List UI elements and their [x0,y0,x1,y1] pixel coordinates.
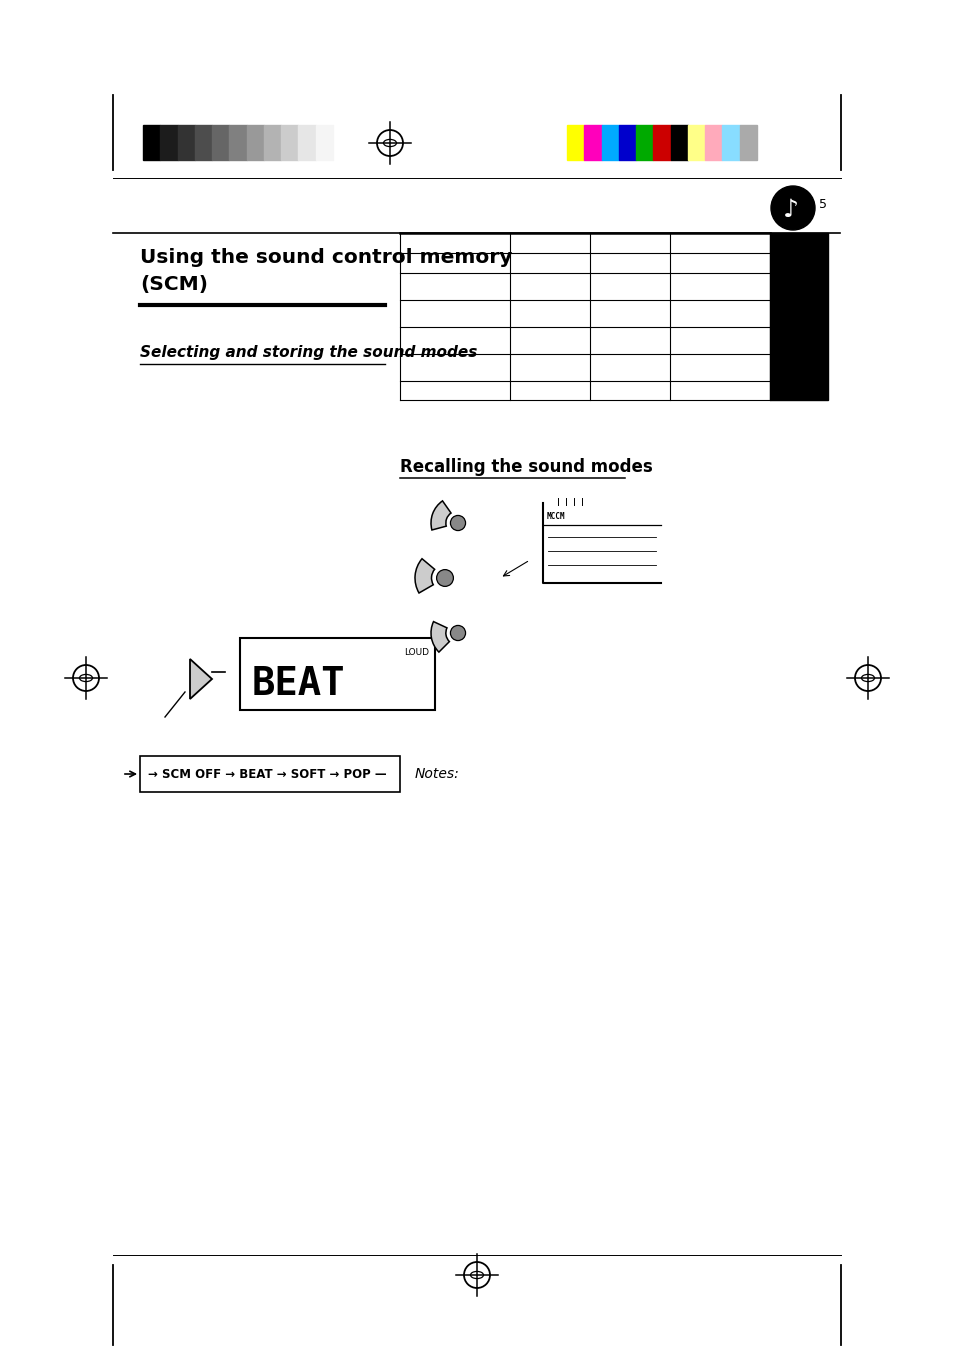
Bar [212,126,229,159]
Bar [247,126,264,159]
Circle shape [770,186,814,230]
Text: → SCM OFF → BEAT → SOFT → POP —: → SCM OFF → BEAT → SOFT → POP — [148,767,386,781]
Text: (SCM): (SCM) [140,276,208,295]
Text: BEAT: BEAT [252,665,345,703]
Bar [721,126,739,159]
Bar [618,126,636,159]
Wedge shape [415,559,435,593]
Bar [240,638,435,711]
Wedge shape [431,501,451,530]
Bar [264,126,281,159]
Bar [298,126,315,159]
Text: Notes:: Notes: [415,767,459,781]
Wedge shape [431,621,449,653]
Bar [194,126,212,159]
Bar [601,126,618,159]
Text: LOUD: LOUD [403,648,429,657]
Text: Using the sound control memory: Using the sound control memory [140,249,512,267]
Text: Selecting and storing the sound modes: Selecting and storing the sound modes [140,345,476,359]
Bar [636,126,653,159]
Circle shape [450,626,465,640]
Circle shape [450,516,465,531]
Bar [229,126,247,159]
Bar [739,126,757,159]
Bar [670,126,687,159]
Bar [704,126,721,159]
Text: Recalling the sound modes: Recalling the sound modes [399,458,652,476]
Bar [769,232,827,400]
Bar [140,757,399,792]
Polygon shape [190,659,212,698]
Bar [177,126,194,159]
Bar [687,126,704,159]
Bar [143,126,160,159]
Bar [653,126,670,159]
Text: ♪: ♪ [782,199,799,222]
Bar [160,126,177,159]
Bar [566,126,583,159]
Bar [315,126,333,159]
Circle shape [436,570,453,586]
Text: MCCM: MCCM [546,512,565,521]
Bar [583,126,601,159]
Bar [281,126,298,159]
Text: 5: 5 [818,199,826,211]
